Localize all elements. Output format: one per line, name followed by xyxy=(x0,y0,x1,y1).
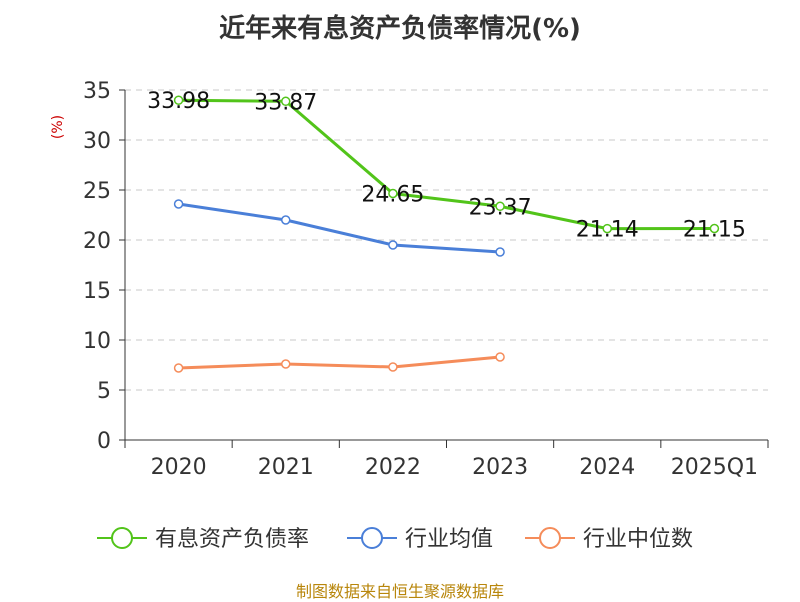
data-point xyxy=(388,188,398,199)
data-point xyxy=(281,215,291,225)
y-tick-label: 30 xyxy=(83,129,111,154)
y-tick-label: 35 xyxy=(83,79,111,104)
data-point xyxy=(495,201,505,212)
legend-label: 有息资产负债率 xyxy=(155,527,309,552)
data-point xyxy=(388,240,398,250)
legend-marker xyxy=(361,527,383,549)
series-line-2 xyxy=(178,202,501,254)
data-point xyxy=(281,96,291,107)
legend-marker xyxy=(539,527,561,549)
y-tick-label: 0 xyxy=(97,429,111,454)
data-point xyxy=(173,95,184,105)
y-tick-label: 5 xyxy=(97,379,111,404)
series-line-1 xyxy=(178,98,715,231)
data-label: 33.98 xyxy=(147,89,210,114)
data-point xyxy=(173,199,184,209)
x-tick-label: 2022 xyxy=(365,455,421,480)
x-tick-label: 2023 xyxy=(472,455,528,480)
data-labels: 33.98 33.87 24.65 23.37 21.14 21.15 xyxy=(147,89,746,242)
legend-marker xyxy=(111,527,133,549)
legend-label: 行业中位数 xyxy=(583,527,693,552)
x-tick-label: 2025Q1 xyxy=(671,455,758,480)
y-tick-label: 10 xyxy=(83,329,111,354)
legend-label: 行业均值 xyxy=(405,527,493,552)
y-tick-label: 25 xyxy=(83,179,111,204)
y-tick-label: 15 xyxy=(83,279,111,304)
data-point xyxy=(495,247,505,257)
x-tick-label: 2024 xyxy=(579,455,635,480)
data-point xyxy=(709,223,720,234)
data-point xyxy=(281,359,291,369)
source-note: 制图数据来自恒生聚源数据库 xyxy=(295,582,504,601)
y-axis-label: (%) xyxy=(50,115,66,139)
data-label: 33.87 xyxy=(254,90,317,115)
data-point xyxy=(388,362,398,372)
x-tick-label: 2021 xyxy=(258,455,314,480)
series-line-3 xyxy=(178,355,501,370)
data-point xyxy=(173,363,184,373)
x-tick-label: 2020 xyxy=(151,455,207,480)
legend: 有息资产负债率 行业均值 行业中位数 xyxy=(97,527,693,552)
grid-lines xyxy=(125,89,768,391)
data-label: 21.15 xyxy=(683,218,746,243)
axes: 0 5 10 15 20 25 30 35 2020 2021 2022 2023 2024 2025Q1 xyxy=(83,79,769,480)
series xyxy=(173,95,720,373)
data-point xyxy=(495,352,505,362)
chart-title: 近年来有息资产负债率情况(%) xyxy=(219,14,581,44)
data-label: 23.37 xyxy=(469,195,532,220)
data-point xyxy=(602,223,612,234)
y-tick-label: 20 xyxy=(83,229,111,254)
data-label: 21.14 xyxy=(576,218,639,243)
data-label: 24.65 xyxy=(361,183,424,208)
